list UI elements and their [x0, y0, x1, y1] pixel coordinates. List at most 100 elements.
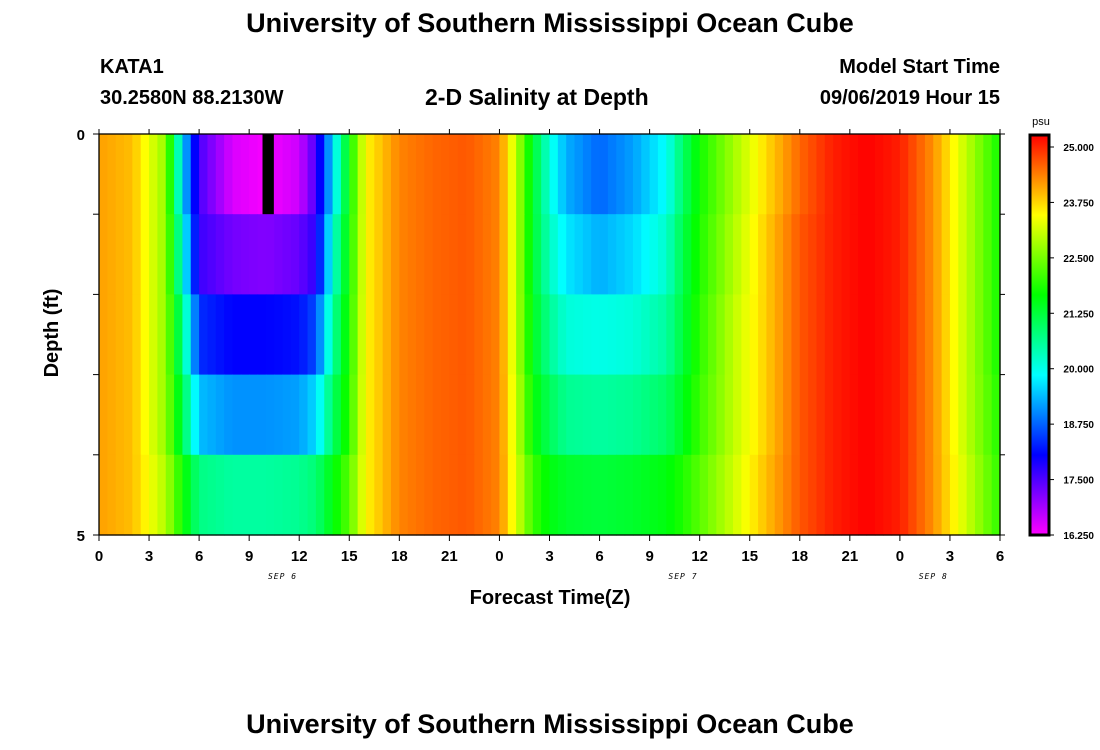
heatmap-cell: [190, 374, 200, 456]
heatmap-cell: [799, 454, 809, 536]
heatmap-cell: [340, 214, 350, 295]
heatmap-cell: [808, 214, 818, 295]
y-tick-label: 0: [77, 127, 85, 144]
heatmap-cell: [599, 454, 609, 536]
heatmap-cell: [549, 134, 559, 215]
heatmap-cell: [966, 214, 976, 295]
heatmap-cell: [849, 374, 859, 456]
heatmap-cell: [390, 294, 400, 376]
heatmap-cell: [132, 294, 142, 376]
heatmap-cell: [733, 134, 742, 215]
heatmap-cell: [115, 294, 125, 376]
heatmap-cell: [941, 294, 951, 376]
colorbar-tick-label: 25.000: [1063, 143, 1094, 154]
heatmap-cell: [841, 374, 851, 456]
heatmap-cell: [307, 134, 317, 215]
heatmap-cell: [149, 214, 158, 295]
heatmap-cell: [174, 454, 184, 536]
heatmap-cell: [883, 294, 893, 376]
heatmap-cell: [199, 214, 209, 295]
station-id: KATA1: [100, 56, 164, 78]
heatmap-cell: [207, 134, 217, 215]
x-tick-label: 21: [841, 548, 858, 565]
heatmap-cell: [624, 454, 634, 536]
heatmap-cell: [199, 294, 209, 376]
heatmap-cell: [991, 214, 1001, 295]
heatmap-cell: [899, 454, 909, 536]
heatmap-cell: [374, 134, 384, 215]
heatmap-cell: [599, 214, 609, 295]
heatmap-cell: [657, 374, 667, 456]
heatmap-cell: [315, 374, 325, 456]
heatmap-cell: [741, 374, 751, 456]
heatmap-cell: [449, 294, 459, 376]
heatmap-cell: [282, 134, 292, 215]
heatmap-cell: [182, 214, 192, 295]
heatmap-cell: [190, 134, 200, 215]
heatmap-cell: [758, 374, 767, 456]
heatmap-cell: [441, 214, 450, 295]
colorbar-tick-label: 23.750: [1063, 198, 1094, 209]
heatmap-cell: [824, 134, 834, 215]
heatmap-cell: [407, 454, 417, 536]
heatmap-cell: [149, 134, 158, 215]
heatmap-cell: [858, 374, 868, 456]
heatmap-cell: [424, 214, 434, 295]
colorbar-tick-label: 17.500: [1063, 476, 1094, 487]
heatmap-cell: [632, 134, 642, 215]
x-tick-label: 15: [341, 548, 358, 565]
heatmap-cell: [99, 374, 108, 456]
heatmap-cell: [774, 134, 784, 215]
colorbar: [1028, 133, 1051, 537]
heatmap-cell: [983, 294, 993, 376]
heatmap-cell: [749, 454, 759, 536]
heatmap-cell: [557, 374, 567, 456]
heatmap-cell: [157, 214, 167, 295]
heatmap-cell: [791, 454, 801, 536]
heatmap-cell: [833, 454, 843, 536]
heatmap-cell: [724, 134, 734, 215]
heatmap-cell: [824, 214, 834, 295]
heatmap-cell: [616, 294, 626, 376]
model-start-label: Model Start Time: [839, 56, 1000, 78]
heatmap-cell: [524, 134, 534, 215]
heatmap-cell: [165, 214, 175, 295]
heatmap-cell: [908, 214, 918, 295]
x-tick-label: 12: [691, 548, 708, 565]
heatmap-cell: [115, 374, 125, 456]
heatmap-cell: [124, 214, 133, 295]
heatmap-cell: [774, 454, 784, 536]
heatmap-cell: [791, 374, 801, 456]
heatmap-cell: [482, 374, 492, 456]
heatmap-cell: [190, 454, 200, 536]
heatmap-cell: [290, 214, 300, 295]
heatmap-cell: [958, 294, 968, 376]
heatmap-cell: [265, 374, 275, 456]
heatmap-cell: [758, 134, 767, 215]
heatmap-cell: [290, 454, 300, 536]
heatmap-cell: [424, 294, 434, 376]
heatmap-cell: [215, 134, 225, 215]
heatmap-cell: [808, 134, 818, 215]
heatmap-cell: [357, 294, 367, 376]
heatmap-cell: [491, 214, 501, 295]
heatmap-cell: [532, 214, 542, 295]
heatmap-cell: [824, 294, 834, 376]
heatmap-cell: [966, 294, 976, 376]
heatmap-cell: [566, 454, 576, 536]
heatmap-cell: [240, 374, 250, 456]
heatmap-cell: [891, 134, 901, 215]
heatmap-cell: [682, 294, 692, 376]
heatmap-cell: [624, 374, 634, 456]
heatmap-cell: [507, 134, 517, 215]
heatmap-cell: [416, 134, 425, 215]
heatmap-cell: [282, 294, 292, 376]
heatmap-cell: [574, 214, 584, 295]
heatmap-cell: [974, 374, 984, 456]
heatmap-cell: [716, 374, 726, 456]
heatmap-cell: [891, 374, 901, 456]
heatmap-cell: [332, 294, 342, 376]
heatmap-cell: [541, 134, 551, 215]
heatmap-cell: [149, 374, 158, 456]
heatmap-cell: [115, 134, 125, 215]
